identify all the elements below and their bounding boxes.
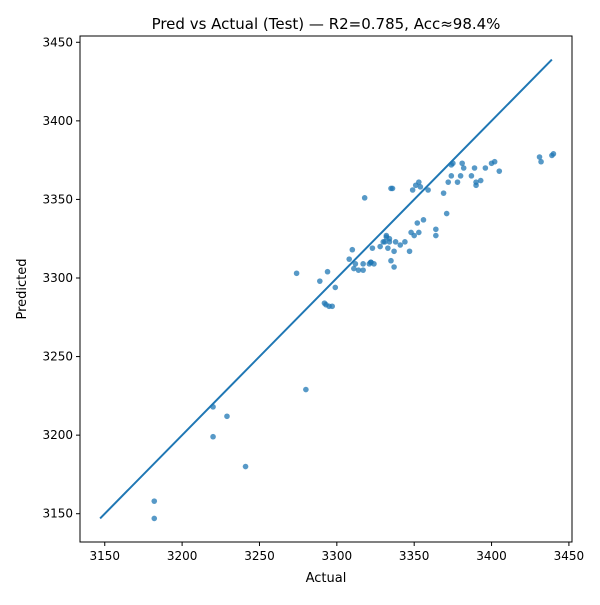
data-point bbox=[460, 165, 467, 171]
x-axis-ticks: 3150 3200 3250 3300 3350 3400 3450 bbox=[89, 542, 584, 563]
data-point bbox=[388, 257, 394, 264]
data-point bbox=[450, 160, 456, 167]
data-point bbox=[224, 413, 230, 420]
data-point bbox=[416, 179, 422, 185]
data-point bbox=[459, 160, 465, 167]
y-axis-label: Predicted bbox=[15, 258, 30, 319]
y-tick-label: 3350 bbox=[42, 192, 73, 206]
y-tick-label: 3400 bbox=[42, 114, 73, 128]
data-point bbox=[293, 270, 300, 277]
y-tick-label: 3300 bbox=[42, 271, 73, 285]
x-tick-label: 3300 bbox=[322, 549, 353, 563]
data-point bbox=[360, 267, 366, 273]
data-point bbox=[389, 185, 396, 192]
identity-line bbox=[99, 58, 553, 520]
chart-title: Pred vs Actual (Test) — R2=0.785, Acc≈98… bbox=[152, 15, 501, 33]
y-tick-label: 3250 bbox=[42, 350, 73, 364]
data-point bbox=[409, 187, 416, 193]
data-point bbox=[317, 278, 323, 284]
plot-area-frame bbox=[79, 35, 573, 543]
data-point bbox=[151, 498, 158, 504]
data-point bbox=[151, 515, 158, 522]
data-point bbox=[477, 177, 484, 184]
data-point bbox=[443, 210, 450, 217]
data-point bbox=[210, 404, 216, 410]
data-point bbox=[349, 246, 356, 253]
data-point bbox=[391, 264, 397, 270]
data-point bbox=[369, 245, 376, 251]
data-point bbox=[352, 261, 359, 267]
data-point bbox=[448, 173, 455, 179]
data-point bbox=[536, 154, 543, 160]
data-point bbox=[406, 248, 413, 255]
data-point bbox=[473, 179, 479, 185]
data-point bbox=[329, 303, 335, 310]
data-point bbox=[381, 239, 388, 245]
data-point bbox=[360, 261, 366, 267]
data-point bbox=[397, 242, 404, 248]
data-point bbox=[468, 173, 475, 179]
data-point bbox=[414, 220, 421, 226]
data-point bbox=[324, 268, 331, 275]
data-point bbox=[471, 165, 478, 171]
data-point bbox=[391, 248, 397, 255]
data-point bbox=[385, 245, 391, 251]
data-point bbox=[433, 232, 439, 239]
x-tick-label: 3250 bbox=[244, 549, 275, 563]
data-point bbox=[392, 239, 399, 245]
data-point bbox=[491, 158, 498, 165]
data-point bbox=[303, 386, 309, 393]
data-point bbox=[550, 151, 557, 157]
data-point bbox=[402, 239, 408, 245]
x-axis-label: Actual bbox=[306, 571, 347, 586]
data-point bbox=[351, 265, 357, 272]
y-tick-label: 3450 bbox=[42, 35, 73, 49]
data-point bbox=[454, 179, 461, 185]
x-tick-label: 3150 bbox=[89, 549, 120, 563]
data-points-layer bbox=[151, 151, 557, 522]
data-point bbox=[377, 243, 383, 250]
reference-line-layer bbox=[99, 58, 553, 520]
x-tick-label: 3400 bbox=[476, 549, 507, 563]
data-point bbox=[346, 256, 353, 262]
data-point bbox=[242, 463, 249, 470]
data-point bbox=[386, 239, 393, 245]
x-tick-label: 3200 bbox=[167, 549, 198, 563]
data-point bbox=[482, 165, 489, 171]
data-point bbox=[371, 261, 377, 267]
data-point bbox=[496, 168, 503, 174]
y-axis-ticks: 3150 3200 3250 3300 3350 3400 3450 bbox=[42, 35, 80, 521]
data-point bbox=[355, 267, 362, 273]
data-point bbox=[361, 195, 368, 201]
data-point bbox=[417, 184, 424, 190]
data-point bbox=[433, 226, 439, 233]
data-point bbox=[210, 433, 216, 440]
data-point bbox=[411, 232, 417, 239]
y-tick-label: 3200 bbox=[42, 428, 73, 442]
data-point bbox=[420, 217, 427, 223]
x-tick-label: 3450 bbox=[554, 549, 585, 563]
y-tick-label: 3150 bbox=[42, 507, 73, 521]
data-point bbox=[416, 229, 422, 236]
data-point bbox=[538, 158, 544, 165]
data-point bbox=[445, 179, 452, 185]
data-point bbox=[425, 187, 431, 193]
data-point bbox=[332, 284, 339, 291]
data-point bbox=[457, 173, 464, 179]
data-point bbox=[440, 190, 447, 196]
x-tick-label: 3350 bbox=[399, 549, 430, 563]
